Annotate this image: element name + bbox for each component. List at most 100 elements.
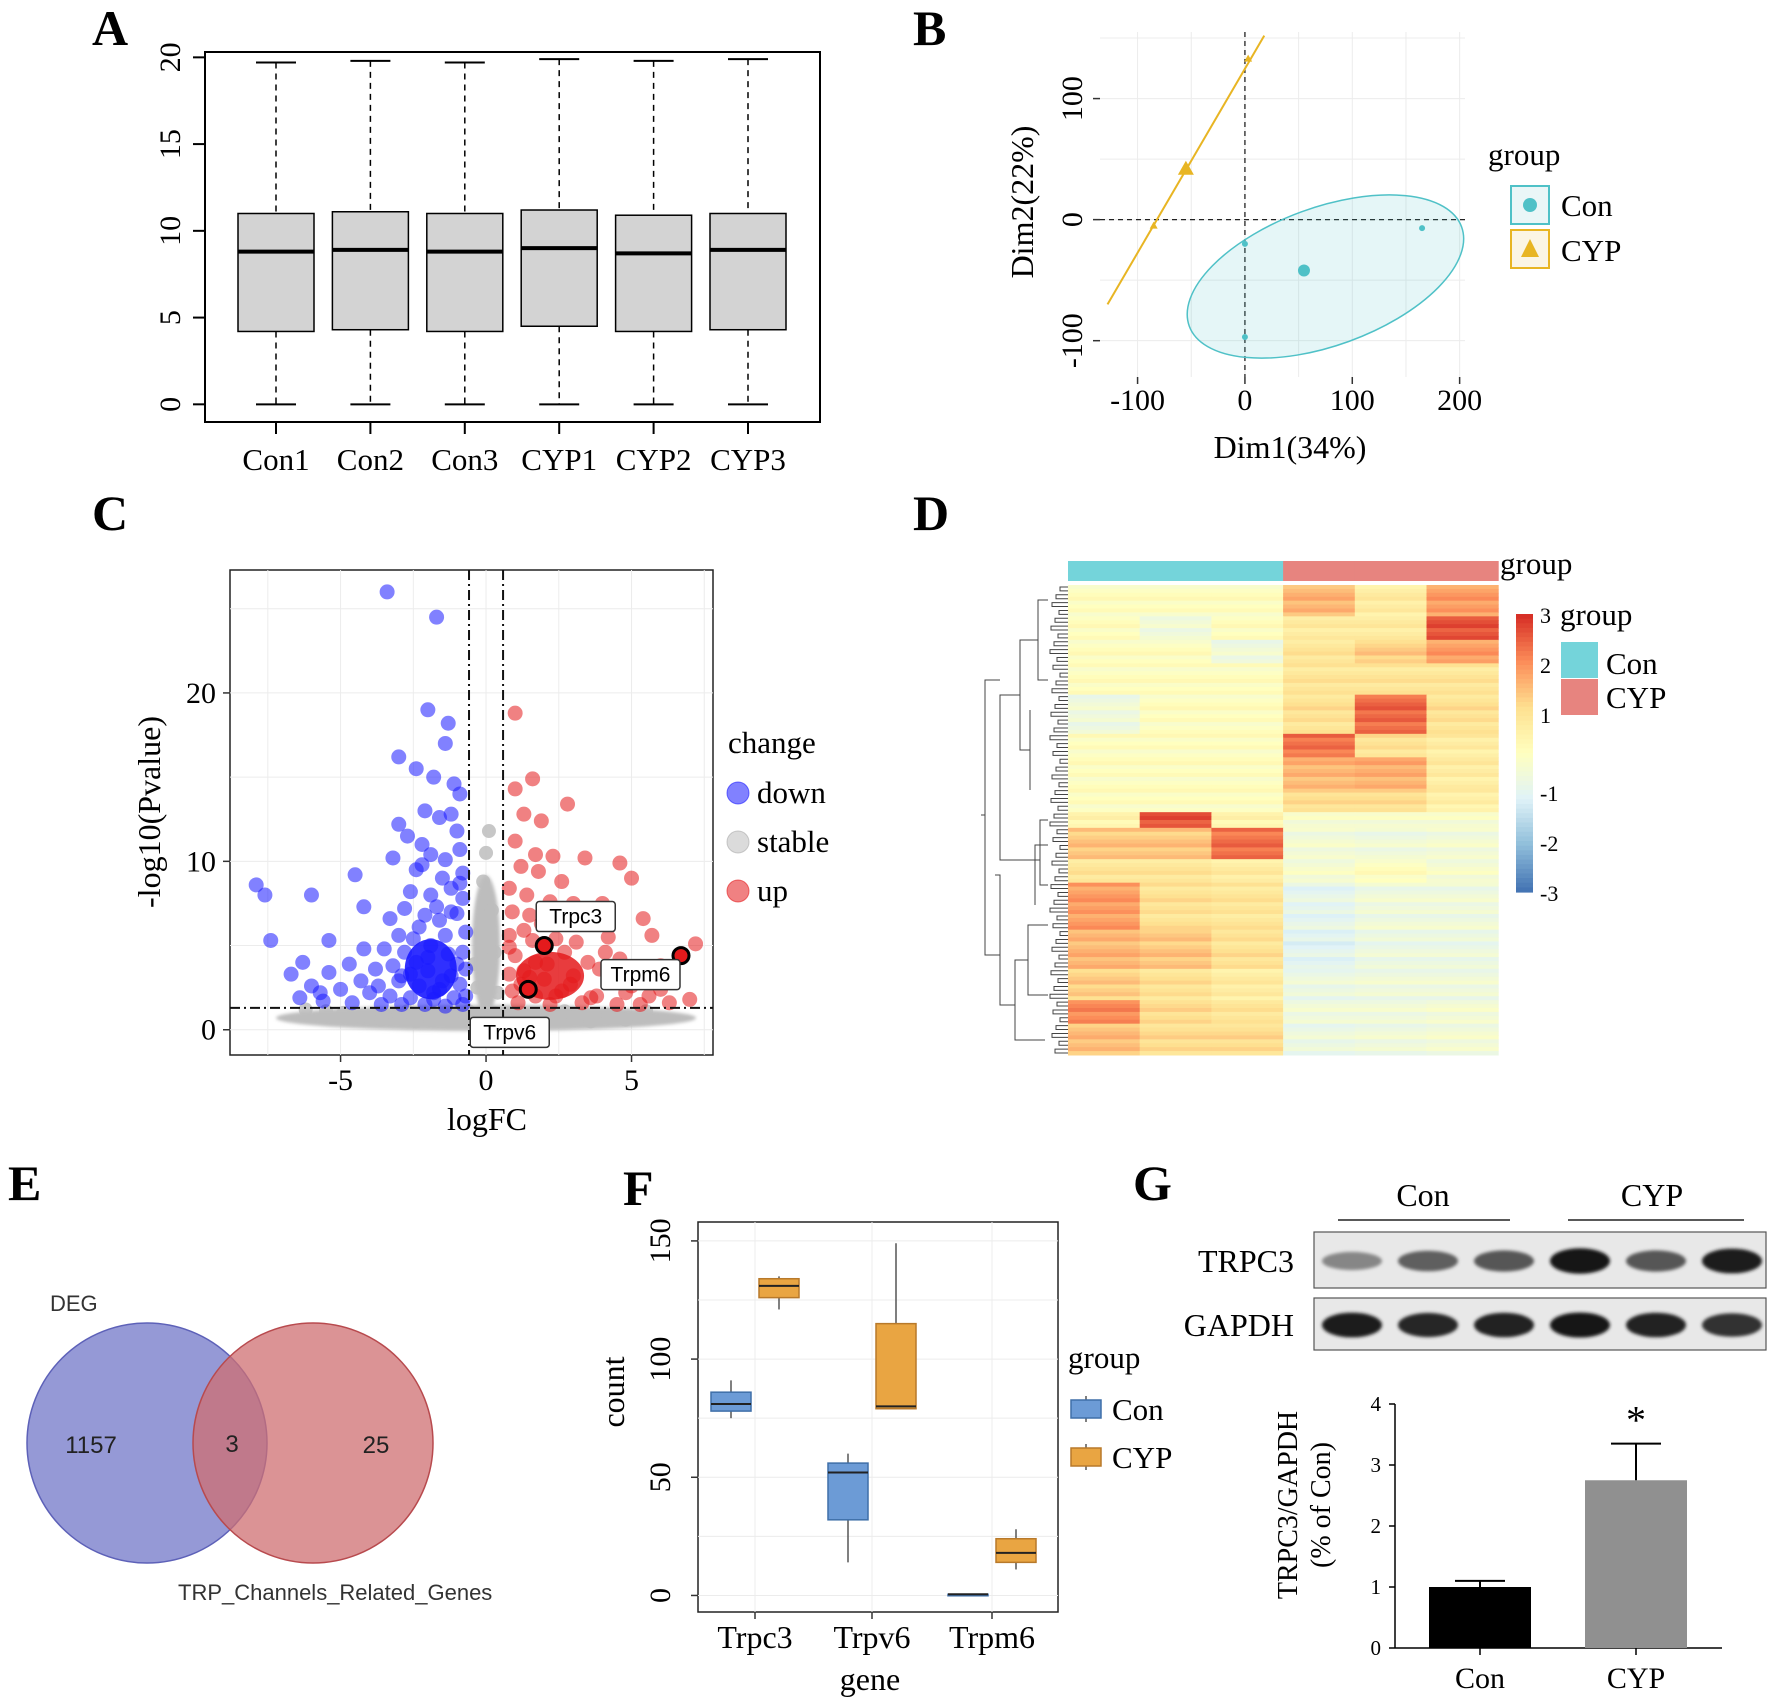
panel-c-volcano: Trpc3 Trpm6 Trpv6 -5 0 5 0 10 20 logFC -log10(P… — [131, 569, 829, 1137]
panel-d-scale-tick-label: 2 — [1540, 653, 1551, 678]
panel-d-scale-segment — [1516, 641, 1533, 648]
panel-d-heat-cell — [1211, 855, 1284, 860]
panel-d-heat-cell — [1211, 878, 1284, 884]
panel-c-up-point — [562, 976, 578, 992]
panel-d-heat-cell — [1211, 596, 1284, 602]
panel-d-dendrogram-root — [981, 679, 1000, 956]
panel-d-heat-cell — [1211, 737, 1284, 743]
panel-d-heat-cell — [1283, 702, 1356, 707]
panel-d-heat-cell — [1211, 968, 1284, 974]
panel-d-heat-cell — [1139, 816, 1212, 821]
panel-d-heat-cell — [1211, 827, 1284, 833]
panel-d-heat-cell — [1211, 921, 1284, 927]
panel-d-heat-cell — [1068, 702, 1141, 707]
panel-d-heat-cell — [1211, 761, 1284, 766]
panel-b-con-ellipse — [1186, 194, 1465, 359]
panel-letter-a: A — [92, 0, 128, 56]
panel-d-heat-cell — [1139, 651, 1212, 656]
panel-d-heat-cell — [1283, 827, 1356, 833]
panel-d-heat-cell — [1139, 823, 1212, 829]
panel-d-heat-cell — [1354, 816, 1427, 821]
panel-d-heat-cell — [1211, 937, 1284, 942]
panel-d-heat-cell — [1211, 628, 1284, 633]
panel-d-heat-cell — [1283, 733, 1356, 739]
panel-c-stable-point — [481, 967, 496, 982]
panel-d-heat-cell — [1139, 780, 1212, 786]
panel-d-heat-cell — [1211, 694, 1284, 700]
panel-c-up-point — [545, 848, 561, 864]
panel-d-heat-cell — [1426, 635, 1499, 641]
panel-a-box — [614, 214, 693, 333]
panel-g-y-axis-label-line1: TRPC3/GAPDH — [1273, 1411, 1304, 1599]
panel-d-heat-cell — [1139, 604, 1212, 609]
panel-d-heat-cell — [1211, 1039, 1284, 1044]
panel-d-heat-cell — [1068, 671, 1141, 676]
panel-c-y-axis-label: -log10(Pvalue) — [131, 716, 167, 908]
panel-d-heat-cell — [1211, 632, 1284, 637]
panel-d-heat-cell — [1426, 968, 1499, 974]
panel-d-heat-cell — [1139, 682, 1212, 688]
panel-c-up-point — [504, 904, 520, 920]
panel-c-x-tick-label: -5 — [328, 1064, 353, 1097]
panel-d-heat-cell — [1068, 863, 1141, 868]
panel-c-down-point — [347, 867, 363, 883]
venn-count-overlap: 3 — [225, 1431, 238, 1458]
panel-d-heat-cell — [1211, 612, 1284, 617]
panel-d-heat-cell — [1426, 816, 1499, 821]
panel-c-up-point — [510, 995, 526, 1011]
panel-d-heat-cell — [1068, 1051, 1141, 1056]
panel-d-heat-cell — [1211, 992, 1284, 997]
panel-d-annotation-cell — [1211, 561, 1284, 581]
panel-d-heat-cell — [1139, 843, 1212, 848]
panel-d-heat-cell — [1068, 859, 1141, 864]
panel-d-heat-cell — [1139, 745, 1212, 750]
panel-d-heat-cell — [1283, 964, 1356, 970]
panel-d-heat-cell — [1354, 741, 1427, 747]
panel-d-heat-cell — [1283, 968, 1356, 974]
panel-d-heat-cell — [1426, 1000, 1499, 1005]
panel-f-boxplot: 0 50 100 150 Trpc3 Trpv6 Trpm6 gene count grou… — [595, 1218, 1172, 1697]
panel-d-heat-cell — [1211, 910, 1284, 915]
panel-c-up-point — [516, 922, 532, 938]
panel-d-heat-cell — [1426, 851, 1499, 856]
panel-d-heat-cell — [1354, 992, 1427, 997]
panel-d-heat-cell — [1426, 1004, 1499, 1009]
panel-d-heat-cell — [1068, 921, 1141, 927]
panel-a-frame — [204, 51, 821, 423]
panel-d-heat-cell — [1283, 784, 1356, 790]
panel-c-down-point — [399, 828, 415, 844]
panel-d-heat-cell — [1354, 914, 1427, 919]
panel-c-up-point — [501, 939, 517, 955]
panel-d-scale-segment — [1516, 841, 1533, 847]
panel-d-heat-cell — [1354, 784, 1427, 790]
panel-d-heat-cell — [1139, 667, 1212, 672]
panel-c-down-point — [353, 973, 369, 989]
panel-d-heat-cell — [1139, 949, 1212, 954]
panel-d-heat-cell — [1283, 941, 1356, 946]
panel-d-heat-cell — [1139, 894, 1212, 899]
panel-d-heat-cell — [1354, 651, 1427, 656]
panel-d-heat-cell — [1283, 796, 1356, 801]
panel-c-down-point — [417, 803, 433, 819]
panel-g-blot-band — [1474, 1312, 1534, 1338]
panel-d-heat-cell — [1426, 937, 1499, 942]
panel-d-heat-cell — [1354, 1035, 1427, 1040]
panel-d-heat-cell — [1211, 588, 1284, 594]
panel-b-x-tick-label: -100 — [1110, 384, 1165, 417]
panel-d-scale-tick-label: 1 — [1540, 703, 1551, 728]
panel-d-scale-segment — [1516, 660, 1533, 666]
panel-b-y-tick-label: 0 — [1056, 212, 1089, 227]
panel-d-heat-cell — [1211, 745, 1284, 750]
panel-d-heat-cell — [1139, 694, 1212, 700]
panel-d-heat-cell — [1068, 823, 1141, 829]
panel-d-heat-cell — [1354, 961, 1427, 966]
panel-d-heat-cell — [1139, 1027, 1212, 1032]
panel-d-heat-cell — [1354, 957, 1427, 962]
panel-d-scale-segment — [1516, 868, 1533, 875]
panel-d-scale-segment — [1516, 651, 1533, 657]
panel-d-heat-cell — [1354, 722, 1427, 727]
panel-c-down-point — [440, 946, 456, 962]
panel-a-x-tick-label: Con1 — [242, 442, 309, 477]
panel-d-heat-cell — [1068, 992, 1141, 997]
panel-c-up-point — [539, 956, 555, 972]
